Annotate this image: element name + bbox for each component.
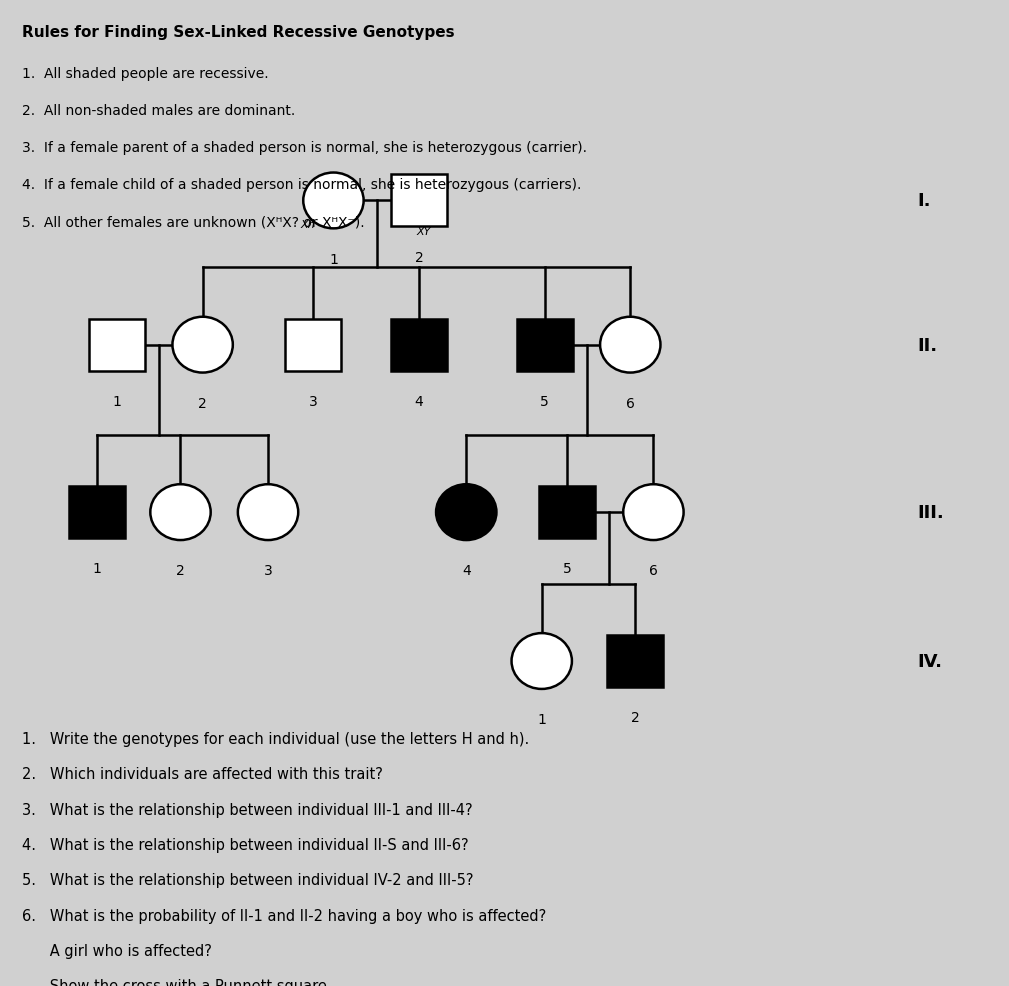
Text: Xh: Xh xyxy=(301,220,316,230)
Text: 3.   What is the relationship between individual III-1 and III-4?: 3. What is the relationship between indi… xyxy=(21,802,472,816)
Text: I.: I. xyxy=(917,192,930,210)
Circle shape xyxy=(512,633,572,689)
Text: IV.: IV. xyxy=(917,653,942,670)
Text: 5: 5 xyxy=(541,394,549,408)
Text: 6: 6 xyxy=(649,564,658,578)
Text: II.: II. xyxy=(917,336,937,354)
Text: 1.   Write the genotypes for each individual (use the letters H and h).: 1. Write the genotypes for each individu… xyxy=(21,731,529,746)
Text: XY: XY xyxy=(417,227,431,237)
Text: 4.   What is the relationship between individual II-S and III-6?: 4. What is the relationship between indi… xyxy=(21,837,468,852)
Text: 6.   What is the probability of II-1 and II-2 having a boy who is affected?: 6. What is the probability of II-1 and I… xyxy=(21,908,546,923)
Text: 2: 2 xyxy=(198,396,207,410)
Text: 5: 5 xyxy=(562,562,571,576)
Bar xyxy=(517,319,573,372)
Text: 5.  All other females are unknown (XᴴX? or XᴴX⁻).: 5. All other females are unknown (XᴴX? o… xyxy=(21,215,364,229)
Text: 1: 1 xyxy=(329,252,338,266)
Text: 6: 6 xyxy=(626,396,635,410)
Circle shape xyxy=(600,317,661,373)
Bar xyxy=(69,487,125,538)
Text: 1: 1 xyxy=(113,394,121,408)
Text: 2.   Which individuals are affected with this trait?: 2. Which individuals are affected with t… xyxy=(21,766,382,781)
Text: 3: 3 xyxy=(309,394,318,408)
Text: III.: III. xyxy=(917,504,943,522)
Text: 2: 2 xyxy=(415,250,424,264)
Text: Show the cross with a Punnett square.: Show the cross with a Punnett square. xyxy=(21,978,331,986)
Bar xyxy=(390,319,447,372)
Circle shape xyxy=(304,174,363,229)
Text: 5.   What is the relationship between individual IV-2 and III-5?: 5. What is the relationship between indi… xyxy=(21,873,473,887)
Circle shape xyxy=(238,485,299,540)
Text: 4: 4 xyxy=(415,394,424,408)
Text: 4.  If a female child of a shaded person is normal, she is heterozygous (carrier: 4. If a female child of a shaded person … xyxy=(21,178,581,192)
Text: A girl who is affected?: A girl who is affected? xyxy=(21,943,212,958)
Text: 3: 3 xyxy=(263,564,272,578)
Text: 1: 1 xyxy=(93,562,102,576)
Bar xyxy=(89,319,145,372)
Text: 2: 2 xyxy=(177,564,185,578)
Text: 2: 2 xyxy=(631,711,640,725)
Circle shape xyxy=(624,485,684,540)
Circle shape xyxy=(436,485,496,540)
Bar xyxy=(390,176,447,227)
Text: 3.  If a female parent of a shaded person is normal, she is heterozygous (carrie: 3. If a female parent of a shaded person… xyxy=(21,141,586,155)
Bar xyxy=(607,635,664,687)
Circle shape xyxy=(173,317,233,373)
Bar xyxy=(286,319,341,372)
Text: 1: 1 xyxy=(538,713,546,727)
Bar xyxy=(539,487,595,538)
Text: 4: 4 xyxy=(462,564,470,578)
Text: Rules for Finding Sex-Linked Recessive Genotypes: Rules for Finding Sex-Linked Recessive G… xyxy=(21,25,454,39)
Text: 2.  All non-shaded males are dominant.: 2. All non-shaded males are dominant. xyxy=(21,104,295,117)
Text: 1.  All shaded people are recessive.: 1. All shaded people are recessive. xyxy=(21,66,268,81)
Circle shape xyxy=(150,485,211,540)
